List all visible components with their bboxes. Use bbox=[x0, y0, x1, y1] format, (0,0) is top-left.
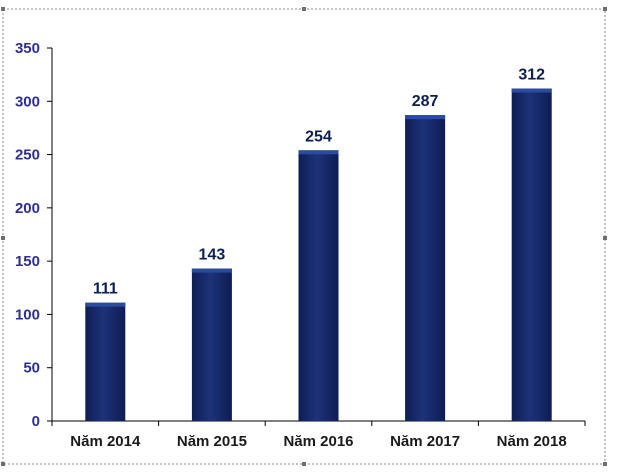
plot-area: 0 50 100 150 200 250 300 350 111 Năm 2014 143 Năm 2… bbox=[15, 40, 586, 450]
x-tick-label: Năm 2015 bbox=[177, 433, 247, 450]
resize-handle-middle-left[interactable] bbox=[1, 236, 5, 240]
resize-handle-top-right[interactable] bbox=[603, 7, 607, 11]
x-tick-label: Năm 2014 bbox=[70, 433, 141, 450]
resize-handle-top-left[interactable] bbox=[1, 7, 5, 11]
y-tick-label: 100 bbox=[15, 306, 40, 323]
y-tick-label: 250 bbox=[15, 147, 40, 164]
y-tick-label: 200 bbox=[15, 200, 40, 217]
bar bbox=[85, 302, 126, 421]
y-tick-label: 300 bbox=[15, 93, 40, 110]
x-tick-label: Năm 2016 bbox=[283, 433, 353, 450]
data-label: 312 bbox=[518, 66, 545, 83]
bar bbox=[191, 268, 232, 421]
resize-handle-middle-right[interactable] bbox=[603, 236, 607, 240]
resize-handle-bottom-center[interactable] bbox=[302, 462, 306, 466]
bar-top-cap bbox=[405, 115, 446, 120]
resize-handle-top-center[interactable] bbox=[302, 7, 306, 11]
resize-handle-bottom-right[interactable] bbox=[603, 462, 607, 466]
bar-top-cap bbox=[191, 268, 232, 273]
data-label: 287 bbox=[412, 93, 439, 110]
data-label: 111 bbox=[93, 281, 118, 298]
y-tick-label: 150 bbox=[15, 253, 40, 270]
x-tick-label: Năm 2018 bbox=[497, 433, 567, 450]
data-label: 254 bbox=[305, 128, 332, 145]
bar-top-cap bbox=[511, 88, 552, 93]
resize-handle-bottom-left[interactable] bbox=[1, 462, 5, 466]
data-label: 143 bbox=[199, 247, 226, 264]
y-tick-label: 350 bbox=[15, 40, 40, 57]
bar bbox=[511, 88, 552, 422]
bar-top-cap bbox=[298, 150, 339, 155]
y-tick-label: 50 bbox=[23, 360, 40, 377]
bar bbox=[405, 115, 446, 421]
y-tick-label: 0 bbox=[32, 413, 40, 430]
bar bbox=[298, 150, 339, 421]
x-tick-label: Năm 2017 bbox=[390, 433, 460, 450]
bar-top-cap bbox=[85, 302, 126, 307]
